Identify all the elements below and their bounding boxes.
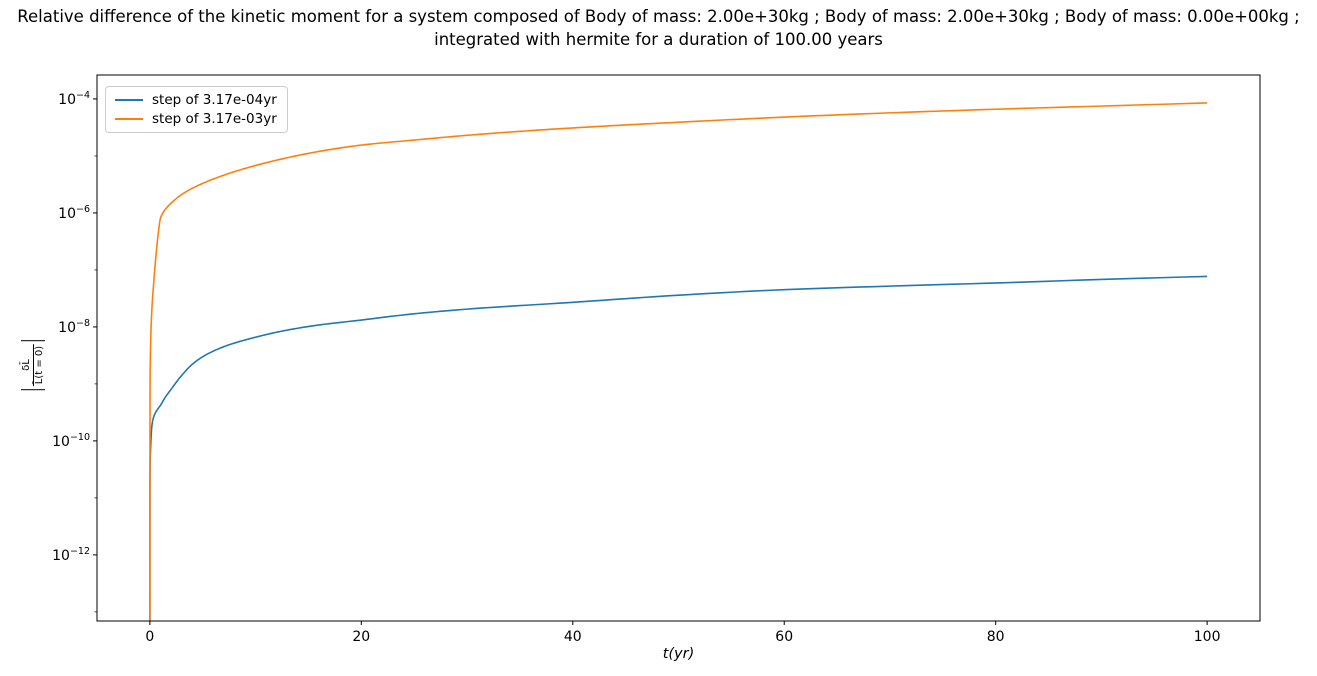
- legend-line-sample-orange: [115, 118, 143, 120]
- x-tick-label: 0: [145, 629, 155, 645]
- y-axis-fraction-denominator: L̄(t = 0): [32, 343, 45, 387]
- y-tick-label: 10−4: [58, 90, 90, 108]
- chart-title-line2: integrated with hermite for a duration o…: [434, 30, 883, 49]
- x-tick-label: 20: [352, 629, 371, 645]
- x-tick-label: 60: [775, 629, 794, 645]
- right-abs-bar: [21, 339, 45, 341]
- y-axis-label: δL̄ L̄(t = 0): [21, 337, 45, 393]
- y-tick-label: 10−8: [58, 318, 90, 336]
- y-axis-fraction: δL̄ L̄(t = 0): [21, 343, 45, 387]
- y-tick-label: 10−10: [52, 432, 90, 450]
- x-tick-label: 80: [986, 629, 1005, 645]
- chart-title-line1: Relative difference of the kinetic momen…: [17, 7, 1300, 26]
- x-axis-label: t(yr): [662, 646, 695, 662]
- axis-ticks: [93, 98, 1208, 625]
- legend: step of 3.17e-04yr step of 3.17e-03yr: [105, 86, 288, 133]
- y-tick-label: 10−6: [58, 204, 90, 222]
- axes-spines: [96, 74, 1261, 622]
- legend-line-sample-blue: [115, 99, 143, 101]
- chart-title: Relative difference of the kinetic momen…: [0, 5, 1317, 51]
- series-curve-0: [149, 275, 1208, 621]
- y-tick-label: 10−12: [52, 546, 90, 564]
- legend-label-orange: step of 3.17e-03yr: [152, 111, 277, 127]
- x-tick-label: 40: [563, 629, 582, 645]
- x-tick-label: 100: [1193, 629, 1221, 645]
- legend-item-orange: step of 3.17e-03yr: [115, 111, 277, 127]
- legend-item-blue: step of 3.17e-04yr: [115, 92, 277, 108]
- y-axis-fraction-numerator: δL̄: [21, 359, 32, 371]
- legend-label-blue: step of 3.17e-04yr: [152, 92, 277, 108]
- left-abs-bar: [21, 389, 45, 391]
- series-curve-1: [149, 102, 1208, 621]
